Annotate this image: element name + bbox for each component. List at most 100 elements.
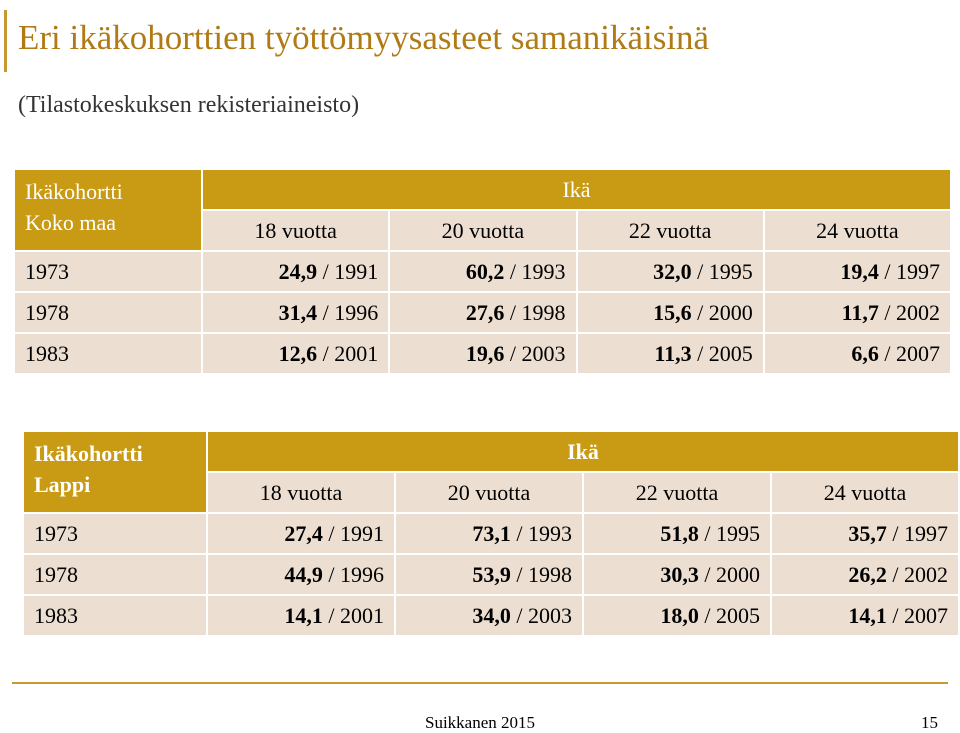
- rate-value: 32,0: [653, 258, 692, 284]
- rate-cell: 19,4 / 1997: [764, 252, 950, 291]
- rate-cell: 44,9 / 1996: [208, 555, 394, 594]
- rate-year: / 1995: [691, 258, 753, 284]
- ika-header: Ikä: [203, 170, 950, 209]
- rate-cell: 34,0 / 2003: [396, 596, 582, 635]
- rate-year: / 2007: [878, 340, 940, 366]
- rate-cell: 73,1 / 1993: [396, 514, 582, 553]
- rate-cell: 51,8 / 1995: [584, 514, 770, 553]
- table-row: 1978 31,4 / 1996 27,6 / 1998 15,6 / 2000…: [15, 293, 950, 332]
- rate-value: 51,8: [660, 520, 699, 546]
- table-row: 1983 12,6 / 2001 19,6 / 2003 11,3 / 2005…: [15, 334, 950, 373]
- rate-cell: 6,6 / 2007: [764, 334, 950, 373]
- rate-cell: 53,9 / 1998: [396, 555, 582, 594]
- rate-value: 27,4: [284, 520, 323, 546]
- rate-cell: 35,7 / 1997: [772, 514, 958, 553]
- rate-value: 27,6: [465, 299, 505, 325]
- slide-subtitle: (Tilastokeskuksen rekisteriaineisto): [18, 92, 360, 118]
- cohort-header-line2: Lappi: [34, 472, 91, 497]
- rate-cell: 24,9 / 1991: [203, 252, 389, 291]
- rate-year: / 2001: [317, 340, 379, 366]
- age-header: 18 vuotta: [208, 473, 394, 512]
- cohort-year: 1973: [15, 252, 201, 291]
- rate-cell: 14,1 / 2001: [208, 596, 394, 635]
- footer-source: Suikkanen 2015: [424, 713, 536, 732]
- rate-year: / 2002: [878, 299, 940, 325]
- age-header: 24 vuotta: [772, 473, 958, 512]
- rate-year: / 2000: [691, 299, 753, 325]
- cohort-year: 1978: [24, 555, 206, 594]
- rate-year: / 2005: [691, 340, 753, 366]
- rate-value: 60,2: [465, 258, 505, 284]
- rate-year: / 1997: [886, 520, 948, 546]
- slide-title: Eri ikäkohorttien työttömyysasteet saman…: [18, 18, 710, 57]
- rate-value: 73,1: [472, 520, 511, 546]
- ika-header: Ikä: [208, 432, 958, 471]
- rate-cell: 60,2 / 1993: [390, 252, 576, 291]
- rate-value: 34,0: [472, 602, 511, 628]
- rate-value: 31,4: [278, 299, 318, 325]
- rate-year: / 2003: [504, 340, 566, 366]
- rate-value: 11,7: [841, 299, 879, 325]
- rate-value: 11,3: [654, 340, 692, 366]
- table-row: 1973 27,4 / 1991 73,1 / 1993 51,8 / 1995…: [24, 514, 958, 553]
- rate-value: 14,1: [848, 602, 887, 628]
- rate-value: 24,9: [278, 258, 318, 284]
- age-header: 18 vuotta: [203, 211, 389, 250]
- rate-value: 19,4: [840, 258, 879, 284]
- table-row: 1973 24,9 / 1991 60,2 / 1993 32,0 / 1995…: [15, 252, 950, 291]
- rate-value: 53,9: [472, 561, 511, 587]
- footer-divider: [12, 682, 948, 684]
- age-header: 22 vuotta: [584, 473, 770, 512]
- rate-year: / 2007: [886, 602, 948, 628]
- rate-year: / 1997: [878, 258, 940, 284]
- age-header: 22 vuotta: [577, 211, 763, 250]
- rate-year: / 1991: [322, 520, 384, 546]
- age-header: 20 vuotta: [396, 473, 582, 512]
- rate-year: / 2003: [510, 602, 572, 628]
- rate-cell: 15,6 / 2000: [577, 293, 763, 332]
- rate-year: / 2005: [698, 602, 760, 628]
- table-row: 1978 44,9 / 1996 53,9 / 1998 30,3 / 2000…: [24, 555, 958, 594]
- rate-value: 30,3: [660, 561, 699, 587]
- header-row-ika: Ikäkohortti Lappi Ikä: [24, 432, 958, 512]
- rate-cell: 11,3 / 2005: [577, 334, 763, 373]
- rate-year: / 2002: [886, 561, 948, 587]
- rate-year: / 1998: [510, 561, 572, 587]
- cohort-header: Ikäkohortti Koko maa: [15, 170, 201, 250]
- rate-cell: 14,1 / 2007: [772, 596, 958, 635]
- rate-value: 44,9: [284, 561, 323, 587]
- rate-cell: 27,6 / 1998: [390, 293, 576, 332]
- header-row-ika: Ikäkohortti Koko maa Ikä: [15, 170, 950, 250]
- rate-year: / 1998: [504, 299, 566, 325]
- table-row: 1983 14,1 / 2001 34,0 / 2003 18,0 / 2005…: [24, 596, 958, 635]
- rate-value: 35,7: [848, 520, 887, 546]
- rate-cell: 26,2 / 2002: [772, 555, 958, 594]
- rate-cell: 31,4 / 1996: [203, 293, 389, 332]
- rate-year: / 1993: [510, 520, 572, 546]
- age-header: 20 vuotta: [390, 211, 576, 250]
- rate-value: 12,6: [278, 340, 318, 366]
- rate-year: / 1991: [317, 258, 379, 284]
- title-accent-bar: [4, 10, 7, 72]
- page-number: 15: [921, 713, 938, 732]
- rate-year: / 1996: [317, 299, 379, 325]
- rate-year: / 2000: [698, 561, 760, 587]
- rate-cell: 32,0 / 1995: [577, 252, 763, 291]
- rate-cell: 18,0 / 2005: [584, 596, 770, 635]
- cohort-header: Ikäkohortti Lappi: [24, 432, 206, 512]
- rate-value: 6,6: [851, 340, 879, 366]
- table-lappi: Ikäkohortti Lappi Ikä 18 vuotta 20 vuott…: [22, 430, 960, 637]
- rate-cell: 30,3 / 2000: [584, 555, 770, 594]
- rate-value: 15,6: [653, 299, 692, 325]
- rate-cell: 12,6 / 2001: [203, 334, 389, 373]
- rate-year: / 2001: [322, 602, 384, 628]
- cohort-year: 1978: [15, 293, 201, 332]
- cohort-header-line1: Ikäkohortti: [34, 441, 143, 466]
- rate-year: / 1993: [504, 258, 566, 284]
- rate-cell: 11,7 / 2002: [764, 293, 950, 332]
- rate-year: / 1996: [322, 561, 384, 587]
- table-koko-maa: Ikäkohortti Koko maa Ikä 18 vuotta 20 vu…: [13, 168, 952, 375]
- rate-year: / 1995: [698, 520, 760, 546]
- header-row-ages: 18 vuotta 20 vuotta 22 vuotta 24 vuotta: [15, 211, 950, 250]
- rate-value: 14,1: [284, 602, 323, 628]
